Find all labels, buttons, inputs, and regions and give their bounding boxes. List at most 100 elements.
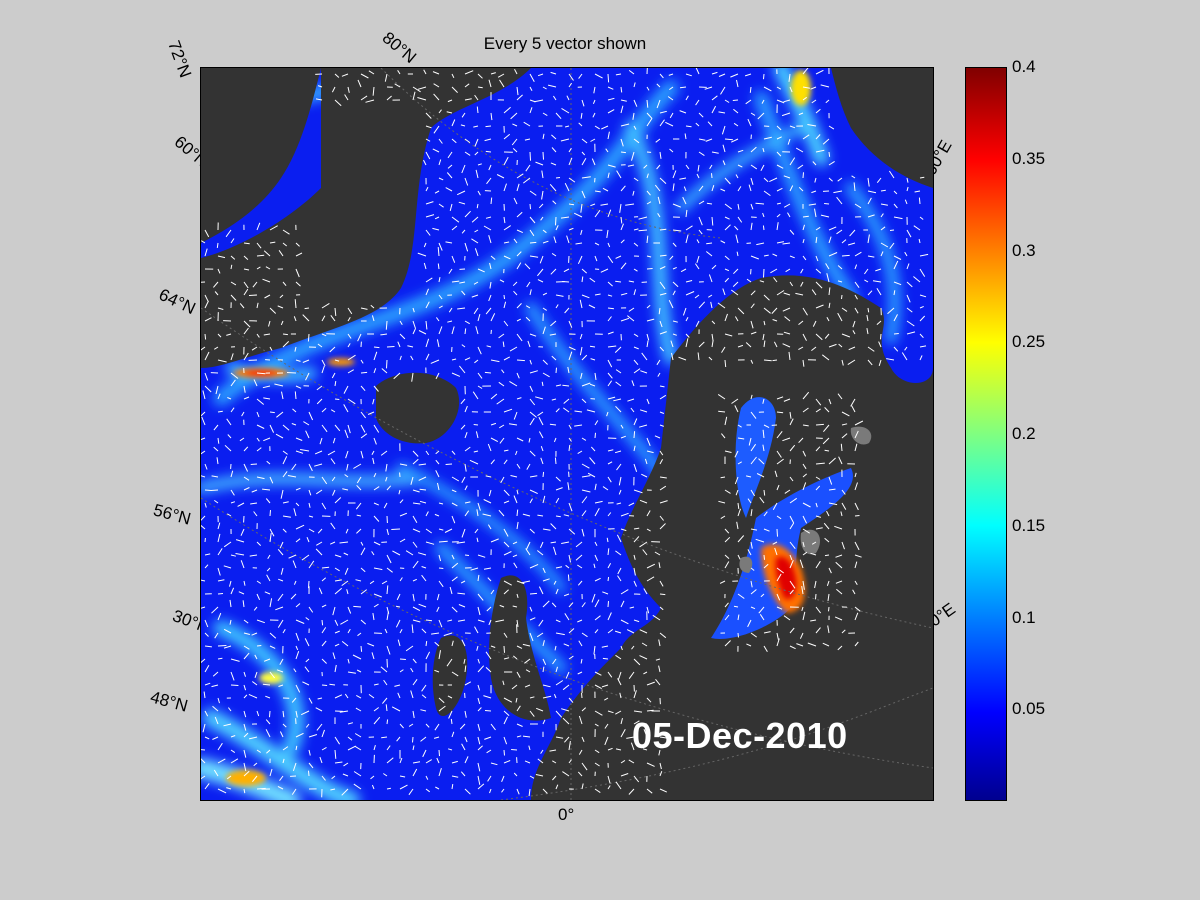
velocity-vector (254, 654, 258, 660)
velocity-vector (417, 552, 427, 556)
velocity-vector (724, 177, 731, 185)
velocity-vector (665, 121, 674, 127)
velocity-vector (477, 619, 485, 623)
velocity-vector (737, 502, 740, 509)
velocity-vector (807, 124, 817, 127)
velocity-vector (529, 255, 539, 258)
velocity-vector (417, 252, 427, 257)
velocity-vector (606, 229, 609, 238)
velocity-vector (513, 411, 518, 420)
velocity-vector (655, 658, 661, 661)
velocity-vector (762, 212, 765, 218)
velocity-vector (615, 369, 622, 374)
velocity-vector (347, 658, 350, 664)
velocity-vector (229, 599, 232, 608)
velocity-vector (789, 185, 794, 192)
velocity-vector (750, 290, 756, 296)
velocity-vector (802, 580, 805, 590)
velocity-vector (802, 134, 810, 140)
velocity-vector (750, 589, 757, 595)
velocity-vector (217, 393, 221, 400)
velocity-vector (802, 215, 809, 218)
velocity-vector (438, 177, 444, 181)
velocity-vector (542, 359, 548, 365)
velocity-vector (295, 502, 300, 507)
velocity-vector (430, 359, 440, 364)
velocity-vector (669, 86, 674, 91)
velocity-vector (423, 242, 427, 248)
velocity-vector (867, 255, 875, 258)
velocity-vector (353, 783, 362, 790)
velocity-vector (906, 320, 915, 327)
velocity-vector (262, 385, 271, 389)
velocity-vector (822, 138, 830, 145)
velocity-vector (822, 437, 830, 445)
velocity-vector (516, 372, 520, 379)
velocity-vector (733, 108, 739, 114)
velocity-vector (516, 671, 521, 678)
velocity-vector (782, 343, 791, 348)
velocity-vector (537, 268, 544, 277)
velocity-vector (511, 749, 518, 751)
velocity-vector (529, 606, 533, 612)
velocity-vector (425, 229, 431, 236)
velocity-vector (269, 346, 273, 351)
velocity-vector (321, 729, 325, 738)
velocity-vector (391, 528, 401, 530)
velocity-vector (243, 723, 247, 731)
velocity-vector (334, 567, 340, 572)
velocity-vector (654, 184, 661, 192)
velocity-vector (372, 86, 375, 96)
velocity-vector (633, 489, 643, 494)
velocity-vector (919, 333, 924, 339)
velocity-vector (393, 372, 401, 380)
velocity-vector (646, 304, 651, 309)
velocity-vector (581, 762, 588, 771)
velocity-vector (811, 289, 817, 296)
velocity-vector (594, 209, 601, 218)
velocity-vector (243, 652, 250, 660)
velocity-vector (659, 500, 668, 504)
velocity-vector (638, 424, 648, 428)
velocity-vector (266, 749, 271, 754)
velocity-vector (695, 99, 700, 106)
velocity-vector (477, 762, 481, 772)
velocity-vector (758, 458, 765, 465)
velocity-vector (906, 294, 911, 303)
velocity-vector (578, 749, 583, 755)
velocity-vector (251, 632, 258, 636)
velocity-vector (538, 431, 544, 439)
velocity-vector (633, 527, 640, 530)
velocity-vector (386, 645, 391, 655)
velocity-vector (906, 186, 909, 192)
velocity-vector (565, 564, 570, 569)
velocity-vector (614, 630, 622, 634)
velocity-vector (434, 669, 440, 673)
velocity-vector (509, 380, 518, 387)
velocity-vector (347, 333, 352, 339)
velocity-vector (646, 709, 654, 712)
velocity-vector (216, 457, 219, 465)
velocity-vector (750, 320, 754, 329)
velocity-vector (734, 405, 739, 413)
velocity-vector (594, 629, 599, 634)
velocity-vector (256, 398, 265, 405)
velocity-vector (288, 554, 297, 559)
velocity-vector (581, 475, 591, 478)
velocity-vector (580, 372, 583, 379)
velocity-vector (321, 627, 327, 634)
velocity-vector (802, 68, 809, 75)
velocity-vector (717, 393, 726, 400)
velocity-vector (425, 186, 429, 192)
velocity-vector (841, 359, 844, 366)
velocity-vector (815, 606, 821, 614)
velocity-vector (395, 619, 401, 628)
velocity-vector (317, 528, 323, 534)
velocity-vector (708, 356, 713, 361)
velocity-vector (628, 280, 635, 283)
velocity-vector (919, 345, 927, 348)
velocity-vector (553, 546, 557, 556)
velocity-vector (319, 437, 323, 445)
velocity-vector (397, 692, 401, 699)
velocity-vector (620, 262, 627, 270)
